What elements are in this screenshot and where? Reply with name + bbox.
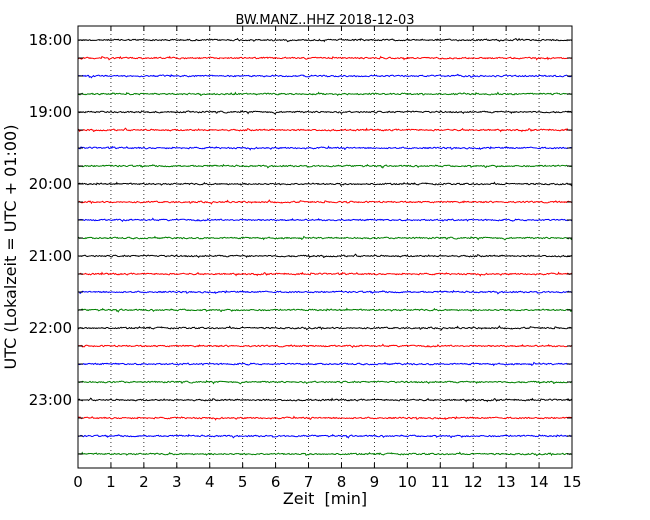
x-tick-label: 1	[106, 473, 116, 491]
trace-group	[77, 37, 573, 457]
plot-frame	[77, 25, 573, 469]
seismogram-trace	[77, 397, 573, 403]
seismogram-trace	[77, 127, 573, 133]
seismogram-trace	[77, 73, 573, 79]
x-tick-label: 10	[398, 473, 417, 491]
seismogram-trace	[77, 415, 573, 421]
seismogram-trace	[77, 307, 573, 313]
seismogram-trace	[77, 235, 573, 241]
x-tick-label: 4	[205, 473, 215, 491]
x-tick-label: 13	[497, 473, 516, 491]
seismogram-trace	[77, 91, 573, 97]
seismogram-trace	[77, 325, 573, 331]
seismogram-trace	[77, 343, 573, 349]
x-axis-label: Zeit [min]	[283, 489, 367, 508]
seismogram-trace	[77, 289, 573, 295]
y-axis-label: UTC (Lokalzeit = UTC + 01:00)	[1, 125, 20, 370]
seismogram-trace	[77, 451, 573, 457]
x-tick-labels: 0 1 2 3 4 5 6 7 8 9 10 11 12 13 14 15	[73, 473, 581, 491]
chart-title: BW.MANZ..HHZ 2018-12-03	[235, 13, 414, 28]
seismogram-trace	[77, 37, 573, 43]
x-tick-label: 2	[139, 473, 149, 491]
axis-ticks	[77, 26, 573, 468]
grid-lines	[110, 26, 540, 468]
seismogram-trace	[77, 271, 573, 277]
seismogram-trace	[77, 110, 573, 115]
seismogram-trace	[77, 145, 573, 151]
x-tick-label: 12	[464, 473, 483, 491]
seismogram-trace	[77, 253, 573, 259]
seismogram-trace	[77, 380, 573, 385]
y-tick-label: 21:00	[29, 247, 72, 265]
x-tick-label: 6	[271, 473, 281, 491]
x-tick-label: 8	[337, 473, 347, 491]
seismogram-trace	[77, 163, 573, 169]
x-tick-label: 3	[172, 473, 182, 491]
seismogram-trace	[77, 361, 573, 367]
y-tick-label: 19:00	[29, 103, 72, 121]
x-tick-label: 11	[431, 473, 450, 491]
y-tick-label: 18:00	[29, 31, 72, 49]
seismogram-trace	[77, 55, 573, 61]
seismogram-trace	[77, 217, 573, 223]
seismogram-trace	[77, 199, 573, 205]
x-tick-label: 14	[530, 473, 549, 491]
y-tick-label: 22:00	[29, 319, 72, 337]
y-tick-labels: 18:00 19:00 20:00 21:00 22:00 23:00	[29, 31, 72, 409]
seismogram-trace	[77, 433, 573, 439]
y-tick-label: 23:00	[29, 391, 72, 409]
seismogram-trace	[77, 181, 573, 187]
x-tick-label: 7	[304, 473, 314, 491]
x-tick-label: 5	[238, 473, 248, 491]
x-tick-label: 9	[370, 473, 380, 491]
y-tick-label: 20:00	[29, 175, 72, 193]
x-tick-label: 0	[73, 473, 83, 491]
x-tick-label: 15	[562, 473, 581, 491]
